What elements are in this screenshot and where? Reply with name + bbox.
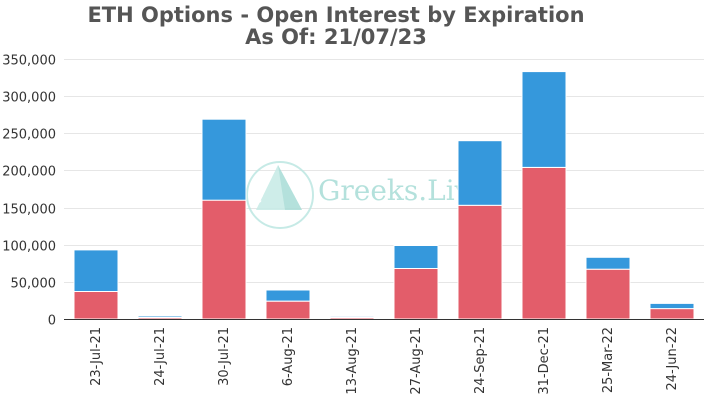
y-tick-label: 350,000: [2, 54, 56, 69]
bar-segment-series-1[interactable]: [201, 199, 247, 320]
y-tick-label: 150,000: [2, 203, 56, 218]
x-tick-label: 6-Aug-21: [281, 327, 296, 386]
bars: [73, 71, 695, 320]
chart-title: ETH Options - Open Interest by Expiratio…: [87, 3, 584, 27]
bar-segment-series-2[interactable]: [201, 118, 247, 201]
y-tick-label: 0: [48, 314, 56, 329]
bar-segment-series-2[interactable]: [585, 256, 631, 270]
bar-segment-series-1[interactable]: [73, 291, 119, 320]
x-tick-label: 24-Jun-22: [665, 327, 680, 391]
x-tick-label: 13-Aug-21: [345, 327, 360, 395]
greeks-live-watermark: e Greeks.Live: [246, 161, 487, 229]
greeks-live-logo-letter: e: [252, 184, 264, 208]
bar-segment-series-1[interactable]: [521, 167, 567, 320]
x-tick-label: 27-Aug-21: [409, 327, 424, 395]
x-tick-label: 24-Jul-21: [153, 327, 168, 386]
bar-segment-series-2[interactable]: [137, 315, 183, 318]
y-tick-label: 250,000: [2, 128, 56, 143]
x-tick-label: 23-Jul-21: [89, 327, 104, 386]
bar-segment-series-2[interactable]: [649, 302, 695, 310]
y-tick-label: 200,000: [2, 165, 56, 180]
chart-subtitle: As Of: 21/07/23: [245, 25, 427, 49]
bar-segment-series-2[interactable]: [329, 315, 375, 318]
bar-segment-series-1[interactable]: [457, 204, 503, 320]
bar-segment-series-2[interactable]: [393, 245, 439, 269]
y-tick-label: 300,000: [2, 91, 56, 106]
x-tick-label: 30-Jul-21: [217, 327, 232, 386]
bar-segment-series-1[interactable]: [393, 268, 439, 320]
greeks-live-logo-icon: e: [246, 161, 314, 229]
y-tick-label: 50,000: [11, 277, 57, 292]
x-axis-tick-labels: 23-Jul-21 24-Jul-21 30-Jul-21 6-Aug-21 13-Au…: [89, 327, 680, 395]
grid-lines: [64, 59, 704, 283]
x-tick-label: 25-Mar-22: [601, 327, 616, 393]
bar-segment-series-1[interactable]: [265, 300, 311, 320]
bar-segment-series-2[interactable]: [73, 249, 119, 292]
bar-segment-series-1[interactable]: [585, 268, 631, 320]
bar-segment-series-2[interactable]: [265, 289, 311, 302]
x-tick-label: 24-Sep-21: [473, 327, 488, 394]
y-tick-label: 100,000: [2, 240, 56, 255]
bar-segment-series-1[interactable]: [649, 308, 695, 320]
bar-segment-series-2[interactable]: [457, 140, 503, 206]
bar-segment-series-2[interactable]: [521, 71, 567, 168]
x-tick-label: 31-Dec-21: [537, 327, 552, 395]
y-axis-tick-labels: 0 50,000 100,000 150,000 200,000 250,000 300,0…: [2, 54, 56, 329]
